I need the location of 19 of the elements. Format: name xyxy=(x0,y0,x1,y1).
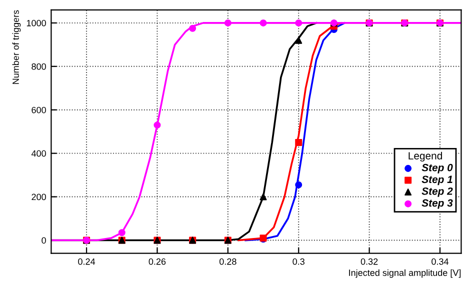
x-tick-label: 0.34 xyxy=(432,258,449,265)
legend-label: Step 0 xyxy=(422,164,453,174)
y-tick-label: 800 xyxy=(32,63,46,70)
x-tick-label: 0.26 xyxy=(148,258,166,265)
y-tick-label: 0 xyxy=(42,237,46,244)
y-tick-label: 600 xyxy=(32,106,46,114)
legend-title: Legend xyxy=(408,152,442,162)
x-axis-title: Injected signal amplitude [V] xyxy=(349,269,461,278)
x-tick-label: 0.28 xyxy=(219,258,236,265)
legend-label: Step 1 xyxy=(422,176,452,186)
x-tick-label: 0.3 xyxy=(292,258,304,265)
legend-label: Step 2 xyxy=(422,187,453,197)
y-axis-title: Number of triggers xyxy=(12,10,21,84)
y-tick-label: 200 xyxy=(32,194,46,200)
x-tick-label: 0.24 xyxy=(78,258,96,265)
legend-label: Step 3 xyxy=(422,199,453,209)
y-tick-label: 400 xyxy=(31,150,46,157)
y-tick-label: 1000 xyxy=(26,20,46,26)
x-tick-label: 0.32 xyxy=(360,258,378,265)
